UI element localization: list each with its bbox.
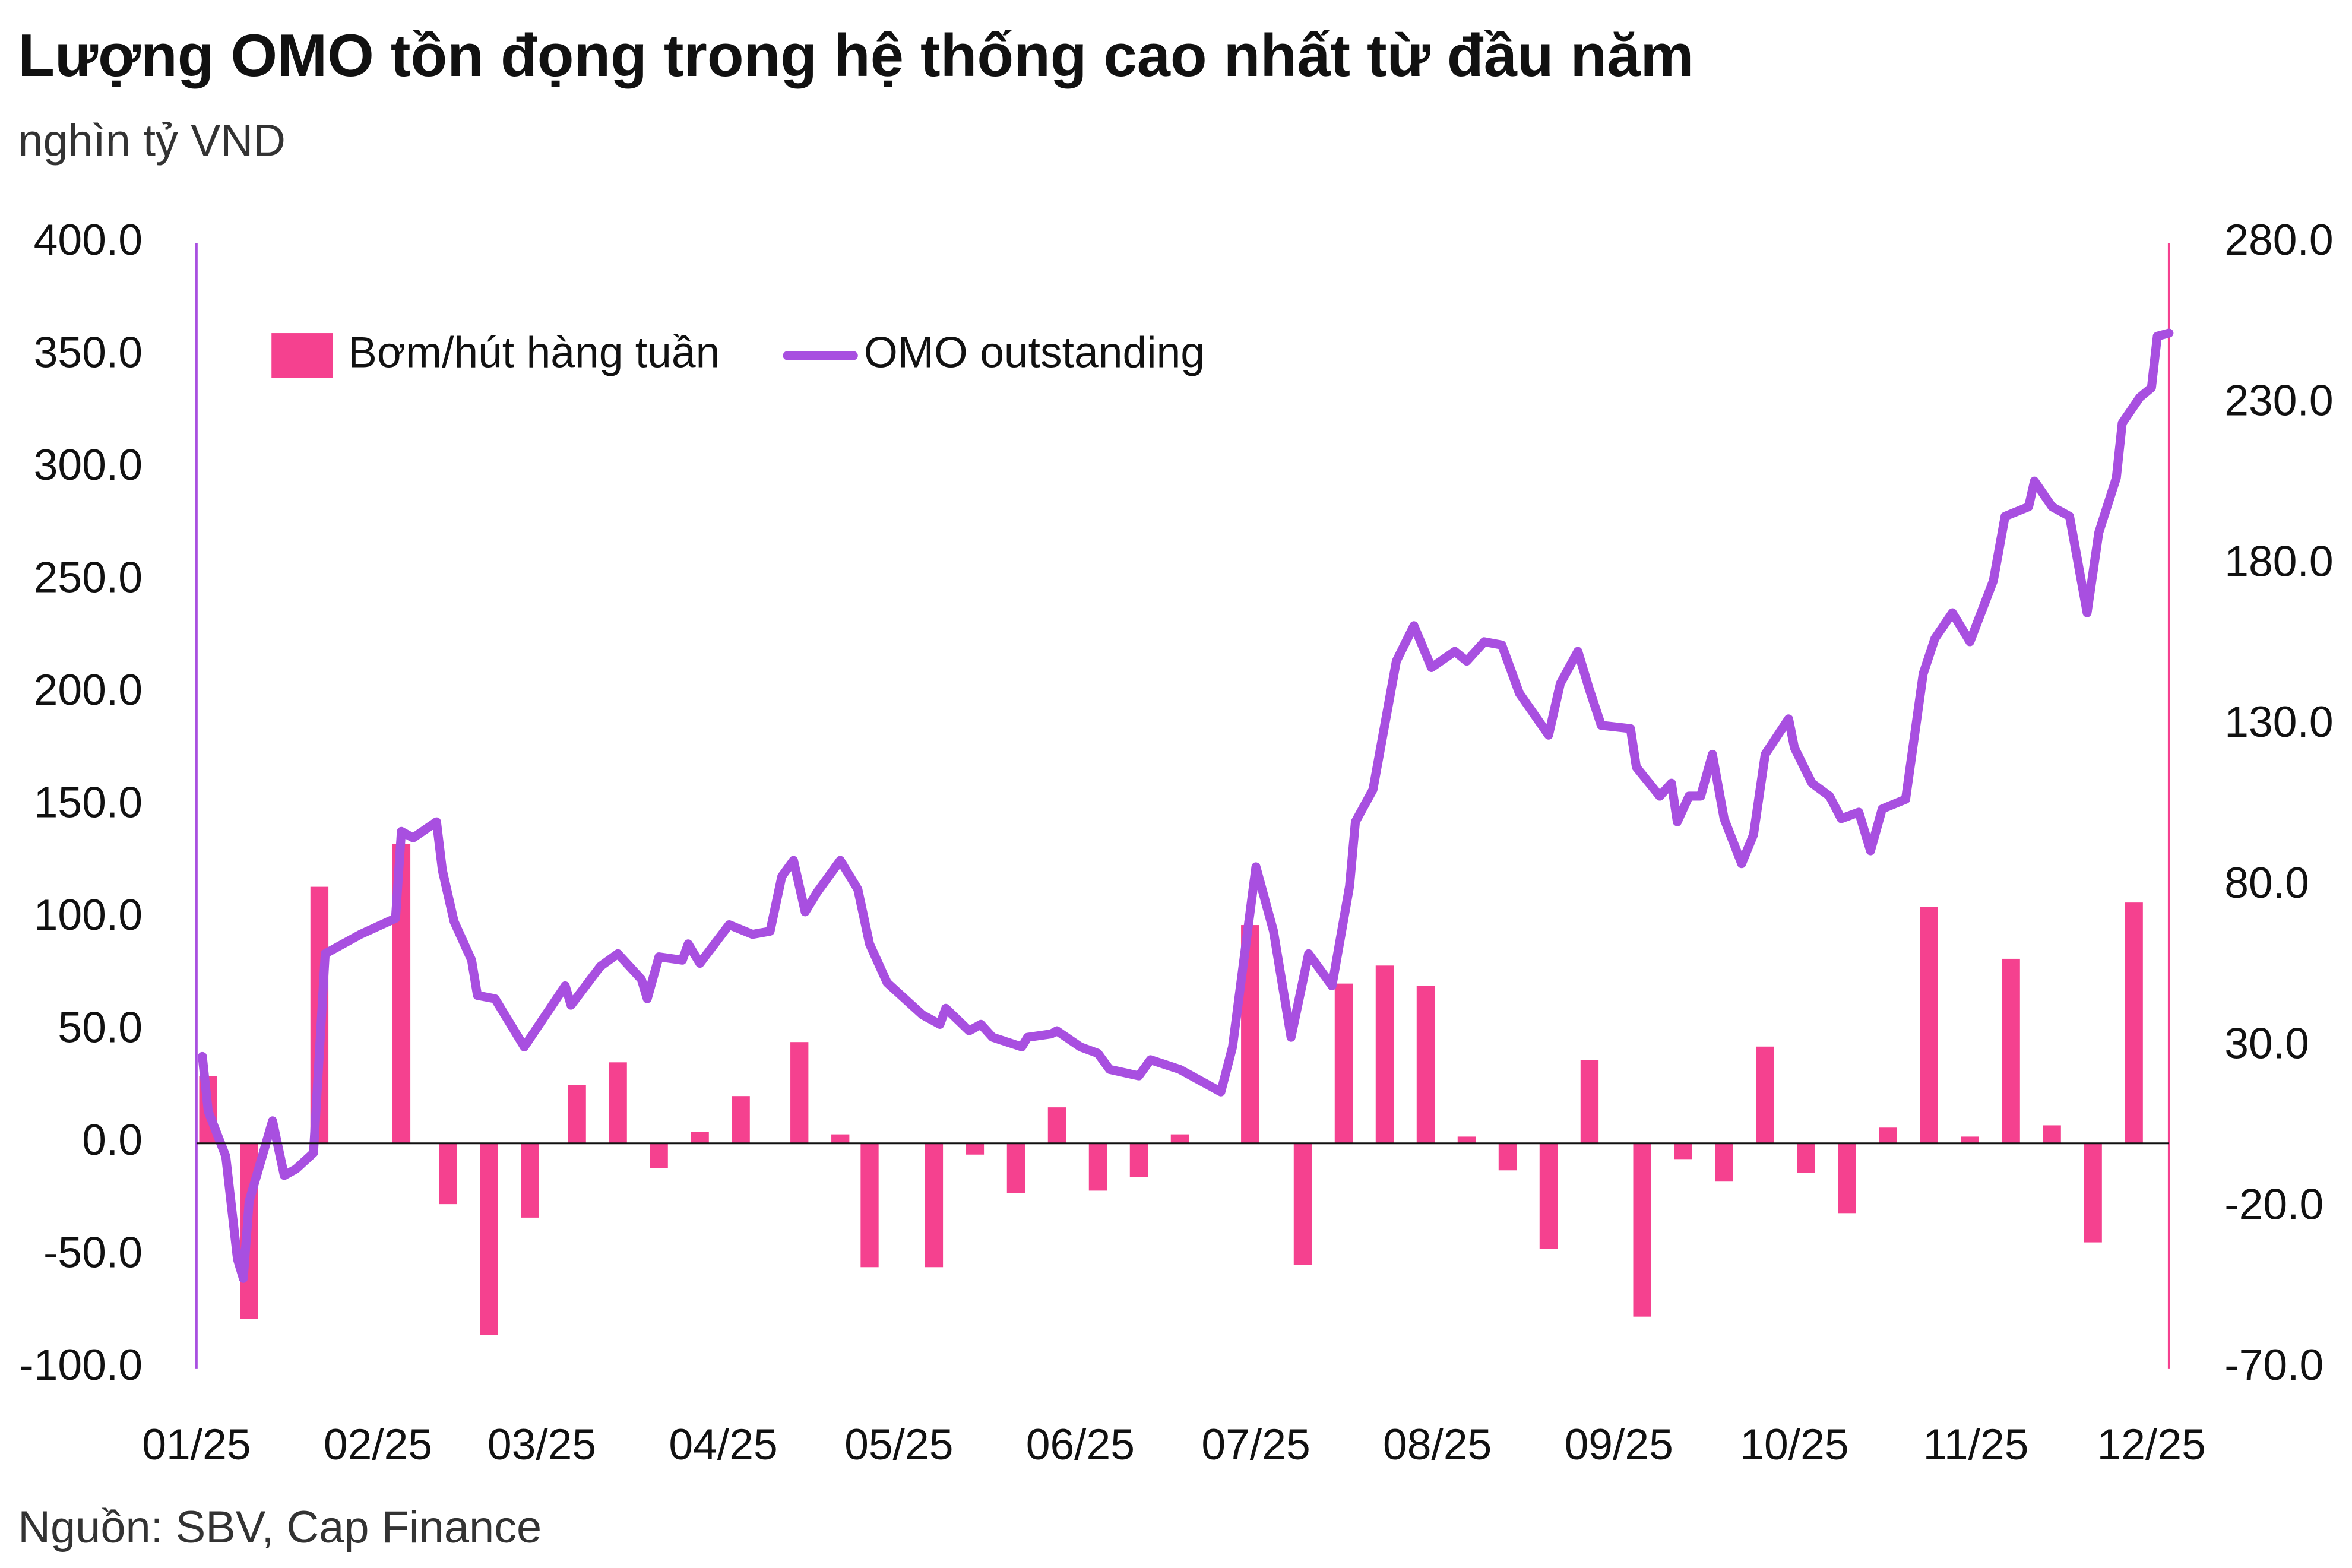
bar: [1457, 1136, 1476, 1143]
legend-label: Bơm/hút hàng tuần: [348, 328, 720, 376]
y2-tick-label: -70.0: [2224, 1341, 2323, 1389]
y-tick-label: 200.0: [34, 666, 143, 714]
y-tick-label: 100.0: [34, 891, 143, 939]
bar: [609, 1062, 627, 1143]
legend-label: OMO outstanding: [864, 328, 1205, 376]
bar: [732, 1096, 750, 1143]
x-tick-label: 12/25: [2097, 1420, 2206, 1469]
bar: [2084, 1143, 2102, 1243]
bar: [480, 1143, 498, 1335]
bar: [1129, 1143, 1148, 1177]
bar: [1756, 1046, 1774, 1143]
y-tick-label: -100.0: [19, 1341, 143, 1389]
x-tick-label: 10/25: [1740, 1420, 1848, 1469]
line: [198, 328, 2174, 1283]
bar: [568, 1085, 586, 1143]
bar: [1498, 1143, 1517, 1171]
x-tick-label: 02/25: [324, 1420, 432, 1469]
legend-swatch: [271, 333, 333, 378]
x-tick-label: 09/25: [1565, 1420, 1673, 1469]
chart-subtitle: nghìn tỷ VND: [18, 116, 286, 166]
bar: [1293, 1143, 1312, 1265]
y-tick-label: 350.0: [34, 328, 143, 376]
bar: [1416, 986, 1435, 1143]
bar: [1170, 1134, 1189, 1143]
bar: [1797, 1143, 1815, 1173]
y2-tick-label: 280.0: [2224, 216, 2333, 264]
bar: [650, 1143, 668, 1168]
bar: [1539, 1143, 1558, 1249]
bar: [1838, 1143, 1856, 1214]
bar: [1633, 1143, 1651, 1317]
bar: [1879, 1127, 1897, 1143]
bar: [521, 1143, 539, 1218]
bar: [1920, 907, 1938, 1143]
bar: [1334, 983, 1353, 1143]
x-tick-label: 01/25: [142, 1420, 251, 1469]
y2-tick-label: -20.0: [2224, 1180, 2323, 1228]
y2-tick-label: 180.0: [2224, 537, 2333, 585]
bar: [966, 1143, 985, 1155]
x-tick-label: 04/25: [669, 1420, 777, 1469]
y-tick-label: 300.0: [34, 441, 143, 489]
y-tick-label: 150.0: [34, 778, 143, 826]
x-tick-label: 08/25: [1383, 1420, 1492, 1469]
bar: [439, 1143, 457, 1205]
y2-tick-label: 80.0: [2224, 859, 2309, 907]
bar: [2125, 902, 2143, 1143]
bar: [1674, 1143, 1692, 1160]
y-tick-label: 0.0: [82, 1116, 143, 1164]
y2-tick-label: 230.0: [2224, 376, 2333, 425]
bar: [2002, 958, 2020, 1143]
bar: [1047, 1107, 1066, 1143]
bar: [1006, 1143, 1025, 1193]
x-tick-label: 11/25: [1923, 1420, 2029, 1469]
x-tick-label: 07/25: [1201, 1420, 1310, 1469]
bar: [2043, 1125, 2061, 1143]
chart-title: Lượng OMO tồn đọng trong hệ thống cao nh…: [18, 23, 1693, 89]
bar: [860, 1143, 879, 1268]
bar: [691, 1132, 709, 1143]
y-tick-label: 250.0: [34, 553, 143, 601]
bar: [1375, 965, 1394, 1143]
y-tick-label: -50.0: [43, 1228, 143, 1277]
bar: [831, 1134, 850, 1143]
bar: [925, 1143, 944, 1268]
x-tick-label: 06/25: [1026, 1420, 1135, 1469]
y2-tick-label: 30.0: [2224, 1019, 2309, 1068]
bar: [1715, 1143, 1733, 1182]
bar: [1961, 1136, 1979, 1143]
y-tick-label: 50.0: [58, 1003, 143, 1052]
y-tick-label: 400.0: [34, 216, 143, 264]
source-note: Nguồn: SBV, Cap Finance: [18, 1502, 542, 1553]
bar: [1088, 1143, 1107, 1191]
bar: [1580, 1060, 1599, 1143]
x-tick-label: 05/25: [844, 1420, 953, 1469]
x-tick-label: 03/25: [488, 1420, 596, 1469]
y2-tick-label: 130.0: [2224, 698, 2333, 746]
bar: [790, 1042, 809, 1143]
